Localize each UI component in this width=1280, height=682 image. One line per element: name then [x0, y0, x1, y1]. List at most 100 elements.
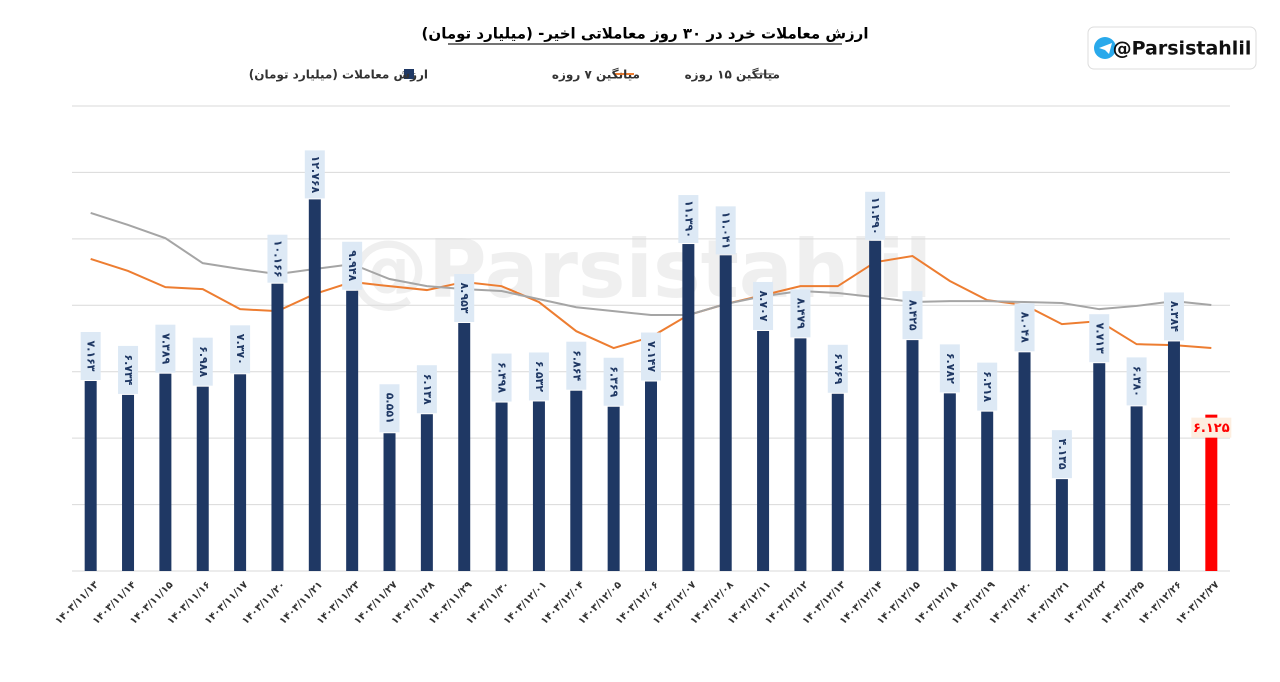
bar [831, 393, 844, 571]
data-label: ۸.۰۴۸ [1019, 312, 1032, 343]
data-label: ۶.۸۶۴ [570, 350, 583, 381]
bar [346, 290, 359, 571]
data-label-box [678, 195, 699, 244]
data-label: ۷.۱۴۷ [645, 341, 658, 372]
data-label: ۸.۴۲۵ [906, 300, 919, 331]
data-label: ۶.۳۶۹ [608, 366, 621, 397]
data-label: ۷.۳۸۹ [159, 333, 172, 364]
legend-swatch [404, 69, 414, 79]
data-label-box [80, 332, 101, 381]
data-label: ۶.۷۶۹ [832, 353, 845, 384]
bar [1205, 414, 1218, 571]
data-label-box [230, 325, 251, 374]
data-label-box [304, 150, 325, 199]
bar [757, 330, 770, 571]
bar [458, 323, 471, 571]
data-label-box [416, 365, 437, 414]
bar [794, 338, 807, 571]
data-label-box [528, 352, 549, 401]
data-label-box [267, 234, 288, 283]
data-label-box [753, 281, 774, 330]
data-label-box [1126, 357, 1147, 406]
data-label: ۱۰.۱۶۶ [271, 240, 284, 278]
bar [1167, 341, 1180, 571]
bar [943, 393, 956, 571]
bar [981, 411, 994, 571]
data-label: ۱۲.۷۶۸ [309, 156, 322, 194]
bar [84, 381, 97, 571]
data-label: ۶.۷۸۲ [944, 353, 957, 384]
bar [1055, 479, 1068, 571]
data-label: ۱۱.۰۴۱ [720, 211, 733, 249]
data-label-box [342, 241, 363, 290]
data-label: ۷.۷۱۳ [1093, 323, 1106, 354]
data-label: ۶.۱۲۵ [1193, 421, 1230, 436]
data-label: ۱۱.۳۹۰ [682, 200, 695, 238]
data-label-box [641, 332, 661, 381]
bar [159, 373, 172, 571]
data-label: ۶.۹۸۸ [197, 346, 210, 377]
data-label-box [977, 362, 998, 411]
bar [1018, 352, 1031, 571]
data-label-box [1089, 314, 1110, 363]
data-label: ۵.۵۵۱ [384, 393, 397, 424]
bar [196, 386, 209, 571]
bar [906, 340, 919, 571]
data-label: ۸.۴۷۹ [794, 298, 807, 329]
bar [607, 406, 620, 571]
bar [682, 244, 695, 571]
data-label-box [192, 337, 213, 386]
data-label-box [155, 324, 176, 373]
bar [1093, 363, 1106, 571]
data-label: ۶.۱۳۸ [421, 374, 434, 405]
data-label-box [1014, 303, 1035, 352]
data-label-box [491, 353, 512, 402]
bar [122, 394, 135, 571]
bar [570, 390, 583, 571]
background-watermark: @Parsistahlil [348, 223, 932, 316]
data-label-box [566, 341, 587, 390]
data-label: ۸.۷۰۷ [757, 290, 770, 321]
data-label: ۶.۴۹۸ [496, 362, 509, 393]
telegram-plane [1099, 43, 1112, 54]
bar [1130, 406, 1143, 571]
data-label-box [902, 291, 923, 340]
data-label: ۸.۳۸۴ [1168, 301, 1181, 332]
chart-title: ارزش معاملات خرد در ۳۰ روز معاملاتی اخیر… [422, 25, 869, 43]
data-label-box [1191, 417, 1232, 438]
legend-label: میانگین ۷ روزه [552, 68, 640, 83]
data-label-box [379, 384, 400, 433]
bar [869, 240, 882, 571]
legend-label: میانگین ۱۵ روزه [685, 68, 780, 83]
data-label: ۶.۲۱۸ [981, 371, 994, 402]
data-label: ۴.۱۳۵ [1056, 439, 1069, 470]
data-label-box [715, 206, 736, 255]
bar [420, 414, 433, 571]
data-label: ۷.۱۶۳ [85, 340, 98, 371]
bar [383, 433, 396, 571]
bar [234, 374, 247, 571]
data-label: ۶.۵۳۲ [533, 361, 546, 392]
data-label-box [1051, 430, 1072, 479]
bar [271, 283, 284, 571]
bar [495, 402, 508, 571]
data-label: ۷.۳۷۰ [234, 334, 247, 365]
data-label-box [865, 191, 886, 240]
bar [719, 255, 732, 571]
data-label: ۸.۹۵۳ [458, 282, 471, 313]
data-label-box [118, 345, 139, 394]
data-label: ۶.۷۳۴ [122, 354, 135, 385]
data-label-box [603, 357, 624, 406]
data-label-box [827, 344, 848, 393]
watermark-box [1087, 26, 1257, 70]
data-label-box [454, 274, 475, 323]
watermark-label: @Parsistahlil [1113, 38, 1252, 60]
data-label: ۹.۹۴۸ [346, 250, 359, 281]
data-label: ۶.۳۸۰ [1131, 366, 1144, 397]
data-label: ۱۱.۴۹۰ [869, 197, 882, 235]
data-label-box [1163, 292, 1184, 341]
data-label-box [790, 289, 811, 338]
bar [532, 401, 545, 571]
bar [308, 199, 321, 571]
